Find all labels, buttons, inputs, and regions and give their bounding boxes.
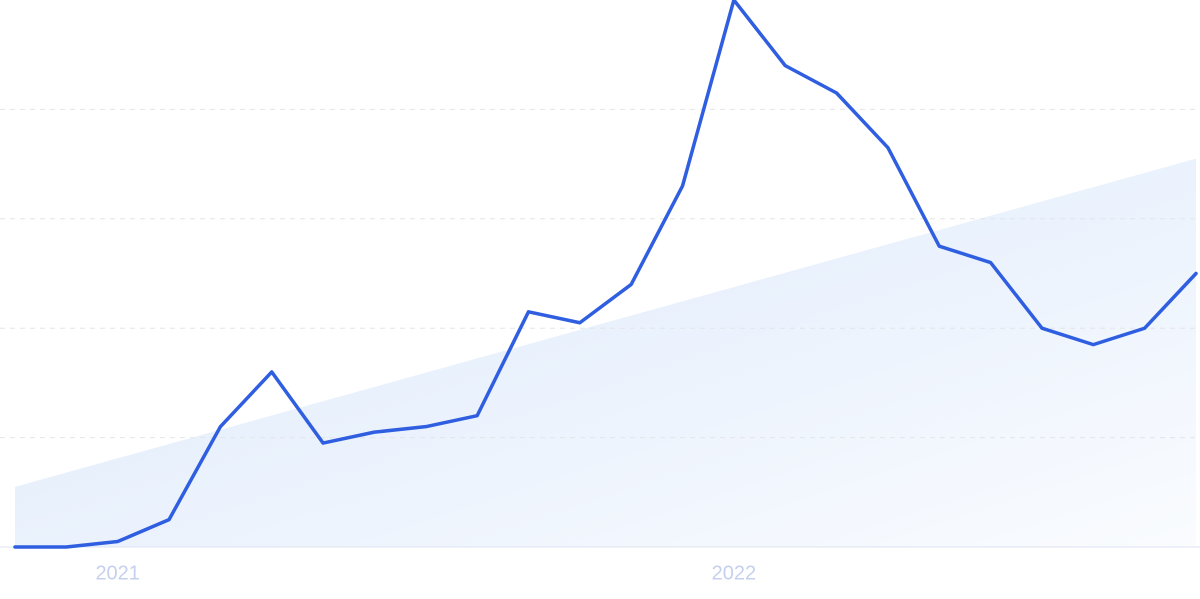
- trend-line: [13, 0, 1198, 549]
- x-tick-label: 2022: [712, 562, 757, 584]
- x-tick-label: 2021: [95, 562, 140, 584]
- trend-area: [15, 158, 1196, 547]
